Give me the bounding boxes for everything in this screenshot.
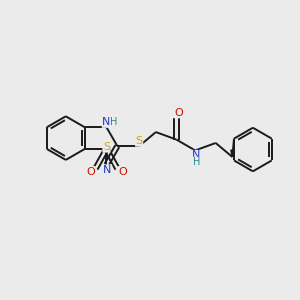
Text: N: N <box>102 117 111 127</box>
Text: S: S <box>103 142 110 152</box>
Text: N: N <box>103 165 112 175</box>
Text: H: H <box>110 117 118 127</box>
Text: O: O <box>174 108 183 118</box>
Text: O: O <box>86 167 95 177</box>
Text: O: O <box>118 167 127 177</box>
Text: H: H <box>193 157 200 167</box>
Text: S: S <box>136 136 143 146</box>
Text: N: N <box>192 150 200 161</box>
